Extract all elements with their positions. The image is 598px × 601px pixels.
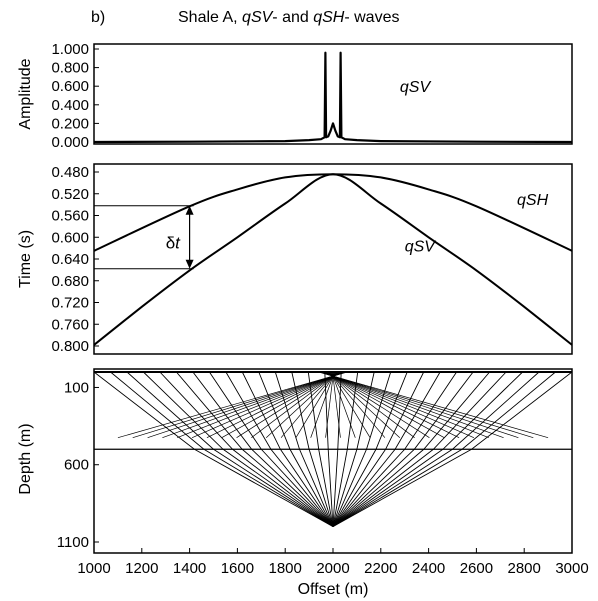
depth-ylabel: Depth (m) (17, 423, 34, 494)
offset-xtick-label: 1800 (269, 560, 302, 577)
amplitude-ytick-label: 0.200 (51, 115, 89, 132)
ray-path-shallow (281, 372, 336, 438)
amplitude-frame (94, 44, 572, 144)
time-ytick-label: 0.480 (51, 164, 89, 181)
depth-ytick-label: 1100 (57, 534, 89, 551)
ray-path-shallow (328, 372, 415, 438)
time-panel: Time (s) 0.4800.5200.5600.6000.6400.6800… (17, 164, 572, 355)
amplitude-ytick-label: 0.000 (51, 134, 89, 151)
time-ytick-label: 0.640 (51, 251, 89, 268)
delta-t-label: δt (166, 234, 181, 253)
ray-path-shallow (237, 372, 340, 438)
time-ytick-label: 0.760 (51, 316, 89, 333)
time-qsv-curve (94, 174, 572, 345)
ray-path-shallow (323, 372, 489, 438)
time-ytick-label: 0.560 (51, 208, 89, 225)
depth-ytick-label: 100 (64, 379, 89, 396)
time-ytick-label: 0.680 (51, 273, 89, 290)
ray-path-shallow (324, 372, 474, 438)
time-frame (94, 164, 572, 354)
ray-path-shallow (177, 372, 343, 438)
time-ytick-label: 0.520 (51, 186, 89, 203)
amplitude-qsv-label: qSV (400, 79, 432, 96)
time-ytick-label: 0.800 (51, 338, 89, 355)
offset-xtick-label: 1400 (173, 560, 206, 577)
ray-path-shallow (192, 372, 342, 438)
depth-ytick-label: 600 (64, 457, 89, 474)
ray-path-shallow (162, 372, 344, 438)
ray-panel: Depth (m) 100 600 1100 1000 1200 1400 1600 180… (17, 369, 589, 598)
time-ylabel: Time (s) (17, 230, 34, 288)
ray-path-shallow (327, 372, 430, 438)
offset-xtick-label: 2000 (316, 560, 349, 577)
amplitude-ytick-label: 1.000 (51, 41, 89, 58)
figure-title: Shale A, qSV- and qSH- waves (178, 9, 399, 26)
ray-path-shallow (251, 372, 338, 438)
ray-path-shallow (325, 372, 460, 438)
amplitude-ylabel: Amplitude (17, 58, 34, 129)
qsv-label: qSV (405, 238, 437, 255)
amplitude-ytick-label: 0.600 (51, 78, 89, 95)
amplitude-qsv-series (94, 53, 572, 142)
offset-xtick-label: 1600 (221, 560, 254, 577)
qsh-label: qSH (517, 192, 549, 209)
offset-xtick-label: 2600 (460, 560, 493, 577)
ray-path-shallow (330, 372, 385, 438)
depth-yticks: 100 600 1100 (57, 379, 99, 551)
offset-xtick-label: 2200 (364, 560, 397, 577)
offset-xtick-label: 1200 (125, 560, 158, 577)
ray-path-shallow (322, 372, 504, 438)
offset-xlabel: Offset (m) (298, 581, 369, 598)
offset-xtick-label: 3000 (555, 560, 588, 577)
ray-path-shallow (207, 372, 342, 438)
time-yticks: 0.480 0.520 0.560 0.600 0.640 0.680 0.720 0.760… (51, 164, 99, 355)
amplitude-ytick-label: 0.400 (51, 97, 89, 114)
offset-xtick-label: 2800 (508, 560, 541, 577)
panel-label: b) (91, 9, 105, 26)
time-ytick-label: 0.600 (51, 229, 89, 246)
offset-xtick-label: 1000 (77, 560, 110, 577)
time-ytick-label: 0.720 (51, 295, 89, 312)
offset-xtick-label: 2400 (412, 560, 445, 577)
amplitude-ytick-label: 0.800 (51, 60, 89, 77)
